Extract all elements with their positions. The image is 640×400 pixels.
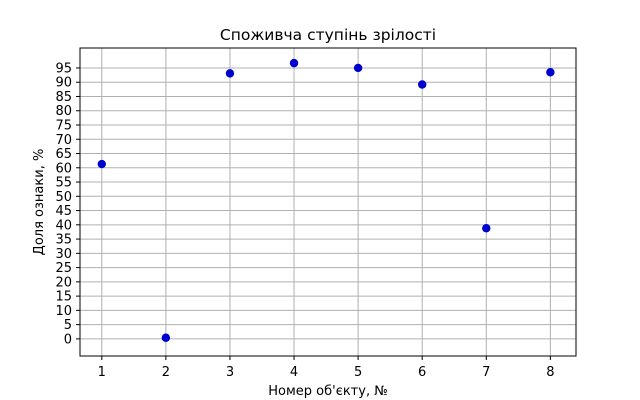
y-tick-label: 40 (55, 218, 72, 233)
x-tick-label: 4 (290, 365, 298, 380)
x-tick-label: 5 (354, 365, 362, 380)
y-tick-label: 85 (55, 90, 72, 105)
y-tick-label: 95 (55, 61, 72, 76)
data-point (546, 68, 555, 77)
x-tick-label: 3 (226, 365, 234, 380)
data-point (418, 80, 427, 89)
data-point (289, 58, 299, 68)
x-tick-label: 2 (162, 365, 170, 380)
x-tick-label: 8 (546, 365, 554, 380)
y-tick-label: 80 (55, 104, 72, 119)
y-tick-label: 10 (55, 304, 72, 319)
y-tick-label: 20 (55, 275, 72, 290)
y-tick-label: 30 (55, 247, 72, 262)
data-point (161, 333, 171, 342)
y-tick-label: 70 (55, 133, 72, 148)
y-tick-label: 45 (55, 204, 72, 219)
x-tick-label: 6 (418, 365, 426, 380)
y-tick-label: 55 (55, 176, 72, 191)
gridlines (80, 48, 576, 356)
x-tick-label: 7 (482, 365, 490, 380)
y-tick-label: 35 (55, 233, 72, 248)
chart-title: Споживча ступінь зрілості (220, 26, 436, 44)
data-point (97, 159, 106, 169)
y-tick-label: 60 (55, 161, 72, 176)
data-point (482, 224, 491, 233)
data-points (97, 58, 555, 342)
y-tick-label: 75 (55, 119, 72, 134)
data-point (353, 63, 363, 73)
x-axis-label: Номер об'єкту, № (268, 384, 388, 399)
y-tick-label: 15 (55, 290, 72, 305)
x-tick-label: 1 (98, 365, 106, 380)
y-tick-label: 50 (55, 190, 72, 205)
x-axis-ticks: 1 2 3 4 5 6 7 8 (98, 356, 555, 380)
y-tick-label: 0 (64, 332, 72, 347)
y-tick-label: 65 (55, 147, 72, 162)
y-tick-label: 5 (64, 318, 72, 333)
y-tick-label: 25 (55, 261, 72, 276)
y-axis-label: Доля ознаки, % (32, 149, 47, 256)
data-point (225, 69, 235, 78)
y-tick-label: 90 (55, 76, 72, 91)
plot-frame (79, 47, 577, 357)
